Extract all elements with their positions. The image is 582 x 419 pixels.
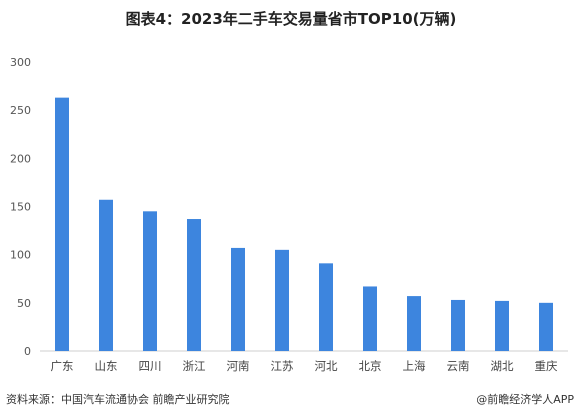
bar [319, 263, 333, 351]
y-tick-label: 0 [24, 345, 31, 358]
y-tick-label: 250 [10, 104, 31, 117]
credit-note: @前瞻经济学人APP [476, 393, 574, 406]
y-tick-label: 150 [10, 201, 31, 214]
x-tick-label: 河北 [315, 359, 338, 373]
x-tick-label: 广东 [51, 359, 74, 373]
bar [451, 299, 465, 351]
x-tick-label: 河南 [227, 359, 250, 373]
x-tick-label: 四川 [139, 359, 162, 373]
bar [55, 97, 69, 351]
bar [363, 286, 377, 351]
y-tick-label: 200 [10, 152, 31, 165]
x-tick-label: 湖北 [491, 359, 514, 373]
bar [187, 219, 201, 351]
bars [55, 97, 553, 351]
x-tick-label: 重庆 [535, 359, 558, 373]
x-tick-label: 浙江 [183, 359, 206, 373]
source-note: 资料来源：中国汽车流通协会 前瞻产业研究院 [6, 393, 230, 406]
bar [539, 302, 553, 351]
bar [407, 296, 421, 351]
bar [275, 249, 289, 351]
y-tick-labels: 0 50 100 150 200 250 300 [10, 56, 31, 358]
x-tick-label: 江苏 [271, 359, 294, 373]
bar [143, 211, 157, 351]
chart-title: 图表4：2023年二手车交易量省市TOP10(万辆) [125, 10, 457, 28]
x-tick-label: 上海 [403, 359, 426, 373]
x-tick-label: 北京 [359, 359, 382, 373]
bar [99, 199, 113, 351]
x-tick-labels: 广东 山东 四川 浙江 河南 江苏 河北 北京 上海 云南 湖北 重庆 [51, 359, 558, 373]
x-tick-label: 云南 [447, 359, 470, 373]
y-tick-label: 50 [17, 297, 31, 310]
y-tick-label: 100 [10, 249, 31, 262]
y-tick-label: 300 [10, 56, 31, 69]
bar [495, 300, 509, 351]
x-tick-label: 山东 [95, 359, 118, 373]
bar [231, 247, 245, 351]
